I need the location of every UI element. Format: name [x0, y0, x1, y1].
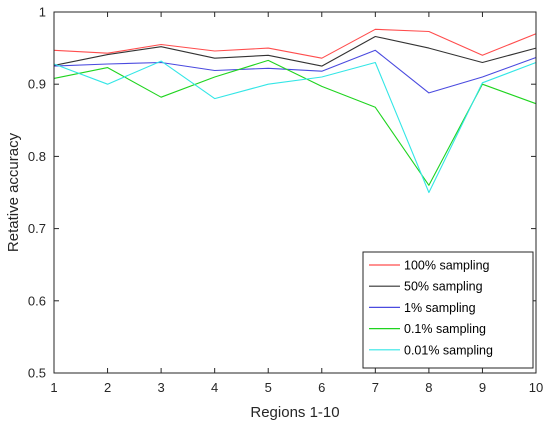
legend: 100% sampling 50% sampling 1% sampling 0.1%… — [362, 251, 534, 369]
series-layer — [53, 28, 537, 194]
x-axis-title: Regions 1-10 — [250, 404, 339, 421]
series-line-100pct-sampling — [53, 28, 537, 59]
series-line-50pct-sampling — [53, 35, 537, 67]
y-tick-label: 0.7 — [28, 221, 46, 236]
legend-box — [362, 251, 534, 369]
series-line-0-01pct-sampling — [53, 60, 537, 194]
legend-label: 100% sampling — [404, 259, 490, 273]
legend-label: 50% sampling — [404, 280, 483, 294]
x-tick-label: 7 — [372, 380, 379, 395]
y-tick-label: 1 — [39, 5, 46, 20]
x-tick-label: 6 — [318, 380, 325, 395]
y-tick-label: 0.9 — [28, 77, 46, 92]
x-tick-label: 10 — [529, 380, 543, 395]
x-tick-label: 9 — [479, 380, 486, 395]
x-tick-label: 5 — [265, 380, 272, 395]
legend-label: 1% sampling — [404, 301, 476, 315]
x-tick-label: 1 — [50, 380, 57, 395]
axis-ticks: 1 2 3 4 5 6 7 8 9 10 0.5 0.6 0.7 0.8 0.9 1 — [28, 5, 543, 396]
legend-label: 0.01% sampling — [404, 343, 493, 357]
y-tick-label: 0.5 — [28, 366, 46, 381]
x-tick-label: 8 — [425, 380, 432, 395]
series-line-0-1pct-sampling — [53, 59, 537, 186]
x-tick-label: 2 — [104, 380, 111, 395]
y-axis-title: Retative accuracy — [5, 132, 22, 252]
legend-label: 0.1% sampling — [404, 322, 486, 336]
x-tick-label: 3 — [157, 380, 164, 395]
series-line-1pct-sampling — [53, 49, 537, 94]
plot-frame — [53, 11, 537, 374]
x-tick-label: 4 — [211, 380, 218, 395]
y-tick-label: 0.8 — [28, 149, 46, 164]
y-tick-label: 0.6 — [28, 293, 46, 308]
